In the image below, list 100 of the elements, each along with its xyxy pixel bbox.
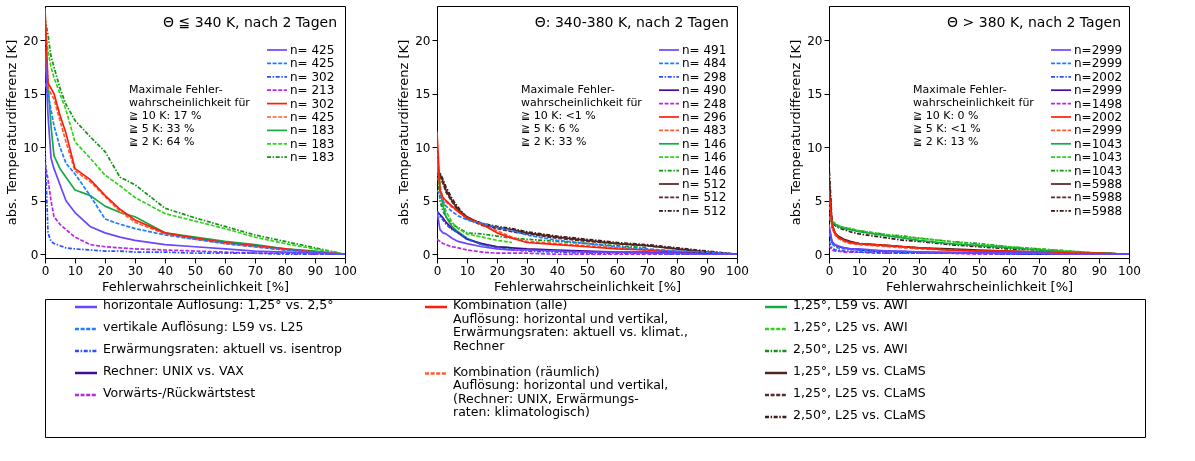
- x-tick-label: 0: [41, 263, 50, 278]
- legend-label: n= 296: [682, 110, 727, 124]
- legend-label: n=2999: [1074, 123, 1123, 138]
- legend-label: n= 490: [682, 83, 727, 98]
- x-tick-label: 50: [187, 263, 204, 278]
- x-tick-label: 80: [277, 263, 294, 278]
- x-tick-label: 0: [433, 263, 442, 278]
- text: Θ: 340-380 K, nach 2 Tagen: [534, 14, 729, 30]
- x-tick-label: 20: [881, 263, 898, 278]
- legend-label: n=2002: [1074, 110, 1123, 124]
- x-tick-label: 100: [334, 263, 357, 278]
- text: Θ > 380 K, nach 2 Tagen: [947, 14, 1121, 30]
- x-tick-label: 100: [1118, 263, 1141, 278]
- y-tick-label: 0: [30, 247, 39, 262]
- x-tick-label: 90: [1091, 263, 1108, 278]
- y-axis-title: abs. Temperaturdifferenz [K]: [396, 39, 412, 226]
- legend-label: n= 146: [682, 150, 727, 165]
- y-tick-label: 5: [422, 194, 431, 209]
- y-tick-label: 0: [814, 247, 823, 262]
- y-axis-title: abs. Temperaturdifferenz [K]: [4, 39, 20, 226]
- legend-label: n= 491: [682, 43, 727, 57]
- x-tick-label: 80: [669, 263, 686, 278]
- legend-label: n= 512: [682, 177, 727, 191]
- x-tick-label: 10: [851, 263, 868, 278]
- legend-label: n= 512: [682, 203, 727, 218]
- legend-label: Kombination (räumlich) Auflösung: horizontal und vertikal, (Rechner: UNIX, Erwärmungs- raten: klimatologisch): [453, 363, 669, 419]
- y-tick-label: 10: [415, 140, 431, 155]
- annotation: Maximale Fehler- wahrscheinlichkeit für ≧ 10 K: 17 % ≧ 5 K: 33 % ≧ 2 K: 64 %: [129, 83, 251, 148]
- y-axis-title: abs. Temperaturdifferenz [K]: [788, 39, 804, 226]
- x-tick-label: 80: [1061, 263, 1078, 278]
- legend-label: n=5988: [1074, 190, 1123, 205]
- y-tick-label: 15: [807, 87, 823, 102]
- x-tick-label: 10: [459, 263, 476, 278]
- x-tick-label: 90: [307, 263, 324, 278]
- x-tick-label: 70: [247, 263, 264, 278]
- legend-label: n=2999: [1074, 43, 1123, 57]
- legend-label: n= 183: [290, 150, 335, 165]
- x-axis-title: Fehlerwahrscheinlichkeit [%]: [493, 278, 682, 294]
- x-tick-label: 90: [699, 263, 716, 278]
- legend-label: 1,25°, L25 vs. CLaMS: [793, 385, 926, 400]
- legend-label: n=1043: [1074, 136, 1123, 151]
- y-tick-label: 20: [23, 33, 39, 48]
- legend-label: 2,50°, L25 vs. AWI: [793, 341, 908, 356]
- legend-label: n= 483: [682, 123, 727, 138]
- x-tick-label: 70: [639, 263, 656, 278]
- y-tick-label: 10: [807, 140, 823, 155]
- legend-label: n=2999: [1074, 56, 1123, 71]
- legend-label: n=1498: [1074, 96, 1123, 111]
- y-tick-label: 5: [30, 194, 39, 209]
- legend-label: Rechner: UNIX vs. VAX: [103, 363, 245, 378]
- legend-label: n= 248: [682, 96, 727, 111]
- legend-label: horizontale Auflösung: 1,25° vs. 2,5°: [103, 297, 334, 312]
- x-tick-label: 60: [609, 263, 626, 278]
- legend-label: n= 183: [290, 123, 335, 138]
- text: Θ ≦ 340 K, nach 2 Tagen: [163, 14, 337, 30]
- x-axis-title: Fehlerwahrscheinlichkeit [%]: [101, 278, 290, 294]
- legend-label: n=2999: [1074, 83, 1123, 98]
- x-tick-label: 40: [549, 263, 566, 278]
- y-tick-label: 0: [422, 247, 431, 262]
- y-tick-label: 15: [415, 87, 431, 102]
- legend-label: n= 298: [682, 69, 727, 84]
- legend-label: n= 213: [290, 83, 335, 98]
- legend-label: n= 425: [290, 43, 335, 57]
- x-tick-label: 60: [1001, 263, 1018, 278]
- x-tick-label: 20: [97, 263, 114, 278]
- legend-label: 2,50°, L25 vs. CLaMS: [793, 407, 926, 422]
- legend-label: n= 425: [290, 110, 335, 124]
- legend-label: n=5988: [1074, 177, 1123, 191]
- x-tick-label: 30: [127, 263, 144, 278]
- x-tick-label: 10: [67, 263, 84, 278]
- x-tick-label: 40: [157, 263, 174, 278]
- x-axis-title: Fehlerwahrscheinlichkeit [%]: [885, 278, 1074, 294]
- legend-label: n= 183: [290, 136, 335, 151]
- legend-label: 1,25°, L59 vs. AWI: [793, 297, 908, 312]
- legend-label: vertikale Auflösung: L59 vs. L25: [103, 319, 304, 334]
- x-tick-label: 100: [726, 263, 749, 278]
- x-tick-label: 0: [825, 263, 834, 278]
- x-tick-label: 60: [217, 263, 234, 278]
- legend-label: 1,25°, L59 vs. CLaMS: [793, 363, 926, 378]
- y-tick-label: 10: [23, 140, 39, 155]
- legend-label: n= 146: [682, 163, 727, 178]
- annotation: Maximale Fehler- wahrscheinlichkeit für ≧ 10 K: <1 % ≧ 5 K: 6 % ≧ 2 K: 33 %: [521, 83, 643, 148]
- legend-label: n=1043: [1074, 150, 1123, 165]
- legend-label: n= 302: [290, 96, 335, 111]
- x-tick-label: 40: [941, 263, 958, 278]
- legend-label: n= 484: [682, 56, 727, 71]
- legend-label: Erwärmungsraten: aktuell vs. isentrop: [103, 341, 343, 356]
- y-tick-label: 20: [807, 33, 823, 48]
- legend-label: n=5988: [1074, 203, 1123, 218]
- legend-label: n= 425: [290, 56, 335, 71]
- legend-label: n=2002: [1074, 69, 1123, 84]
- legend-label: Vorwärts-/Rückwärtstest: [103, 385, 256, 400]
- x-tick-label: 30: [911, 263, 928, 278]
- x-tick-label: 50: [971, 263, 988, 278]
- annotation: Maximale Fehler- wahrscheinlichkeit für ≧ 10 K: 0 % ≧ 5 K: <1 % ≧ 2 K: 13 %: [913, 83, 1035, 148]
- x-tick-label: 50: [579, 263, 596, 278]
- legend-label: n= 512: [682, 190, 727, 205]
- legend-label: n= 146: [682, 136, 727, 151]
- legend-label: n= 302: [290, 69, 335, 84]
- y-tick-label: 15: [23, 87, 39, 102]
